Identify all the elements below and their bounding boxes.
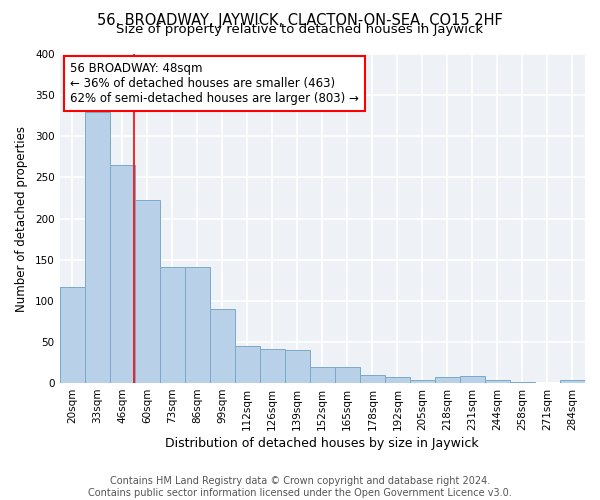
Bar [110, 165, 134, 383]
Bar [460, 376, 485, 383]
Bar [435, 378, 460, 383]
Bar [485, 380, 510, 383]
Bar [310, 368, 335, 383]
Bar [260, 348, 285, 383]
Text: 56, BROADWAY, JAYWICK, CLACTON-ON-SEA, CO15 2HF: 56, BROADWAY, JAYWICK, CLACTON-ON-SEA, C… [97, 12, 503, 28]
Bar [209, 309, 235, 383]
Bar [360, 375, 385, 383]
Text: Size of property relative to detached houses in Jaywick: Size of property relative to detached ho… [116, 22, 484, 36]
Y-axis label: Number of detached properties: Number of detached properties [15, 126, 28, 312]
Bar [235, 346, 260, 383]
Bar [410, 380, 435, 383]
Text: 56 BROADWAY: 48sqm
← 36% of detached houses are smaller (463)
62% of semi-detach: 56 BROADWAY: 48sqm ← 36% of detached hou… [70, 62, 359, 105]
Bar [385, 378, 410, 383]
Bar [285, 350, 310, 383]
Bar [510, 382, 535, 383]
Bar [160, 267, 185, 383]
X-axis label: Distribution of detached houses by size in Jaywick: Distribution of detached houses by size … [166, 437, 479, 450]
Text: Contains HM Land Registry data © Crown copyright and database right 2024.
Contai: Contains HM Land Registry data © Crown c… [88, 476, 512, 498]
Bar [185, 267, 209, 383]
Bar [560, 380, 585, 383]
Bar [335, 368, 360, 383]
Bar [85, 112, 110, 383]
Bar [59, 287, 85, 383]
Bar [134, 200, 160, 383]
